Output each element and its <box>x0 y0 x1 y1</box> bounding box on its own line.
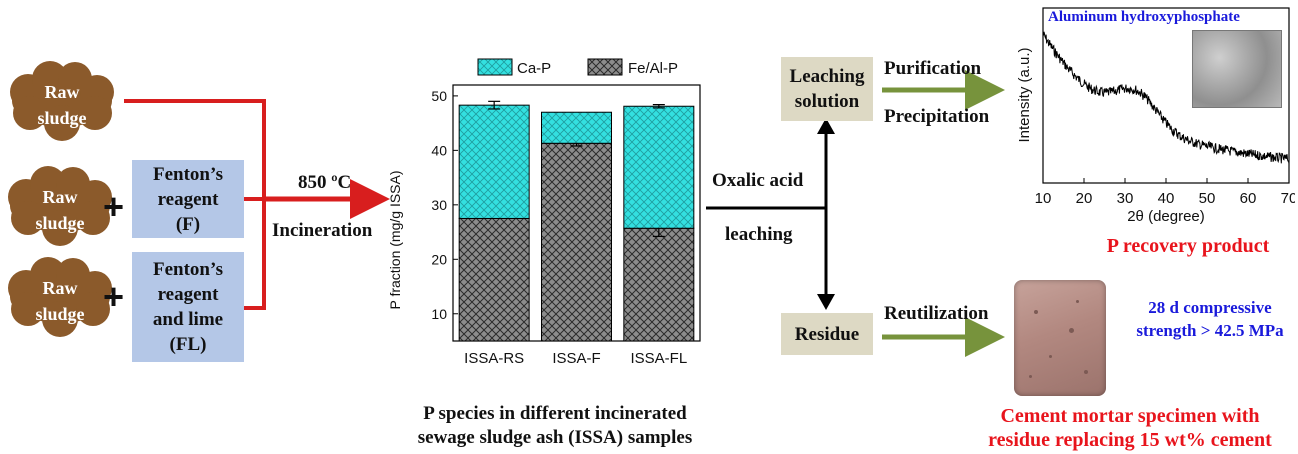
mortar-caption: Cement mortar specimen with residue repl… <box>988 405 1272 451</box>
y-tick-label: 40 <box>431 142 447 158</box>
x-tick-label: ISSA-RS <box>464 350 524 367</box>
legend-label-fe-al-p: Fe/Al-P <box>628 60 678 77</box>
compressive-strength-label: 28 d compressive strength > 42.5 MPa <box>1136 298 1284 340</box>
bar-cap-issa-fl <box>623 105 695 229</box>
mortar-specimen-image <box>1014 280 1106 396</box>
chart-ticks: 10 20 30 40 50 ISSA-RS ISSA-F ISSA-FL <box>431 88 687 367</box>
chart-caption: P species in different incinerated sewag… <box>417 403 693 448</box>
fenton-lime-box: Fenton’s reagent and lime (FL) <box>132 252 244 362</box>
y-tick-label: 10 <box>431 306 447 322</box>
xrd-x-tick-label: 40 <box>1158 190 1175 207</box>
x-tick-label: ISSA-FL <box>630 350 687 367</box>
bar-fealp-issa-rs <box>458 217 530 342</box>
xrd-x-tick-label: 30 <box>1117 190 1134 207</box>
oxalic-acid-label: Oxalic acid <box>712 170 804 191</box>
raw-sludge-label-3: Raw sludge <box>35 278 85 324</box>
residue-box: Residue <box>781 313 873 355</box>
xrd-ticks: 10 20 30 40 50 60 70 <box>1035 178 1295 207</box>
temperature-label: 850 ºC <box>298 172 352 193</box>
xrd-xlabel: 2θ (degree) <box>1127 208 1205 225</box>
y-tick-label: 20 <box>431 251 447 267</box>
bar-cap-issa-rs <box>458 104 530 219</box>
plus-sign-1: + <box>103 186 125 227</box>
leaching-solution-box: Leaching solution <box>781 57 873 121</box>
leaching-label: leaching <box>725 224 793 245</box>
legend-swatch-ca-p <box>477 58 513 76</box>
purification-label: Purification <box>884 58 982 79</box>
plus-sign-2: + <box>103 276 125 317</box>
chart-bars <box>458 100 695 342</box>
xrd-ylabel: Intensity (a.u.) <box>1016 47 1033 142</box>
xrd-x-tick-label: 10 <box>1035 190 1052 207</box>
xrd-x-tick-label: 70 <box>1281 190 1295 207</box>
precipitation-label: Precipitation <box>884 106 990 127</box>
legend-swatch-fe-al-p <box>587 58 623 76</box>
black-arrowhead-down <box>817 294 835 310</box>
aluminum-hydroxyphosphate-label: Aluminum hydroxyphosphate <box>1048 9 1240 25</box>
x-tick-label: ISSA-F <box>552 350 600 367</box>
sem-image <box>1192 30 1282 108</box>
p-fraction-chart: 10 20 30 40 50 ISSA-RS ISSA-F ISSA-FL Ca-P Fe/A… <box>387 58 701 367</box>
xrd-curve <box>1042 31 1290 164</box>
xrd-x-tick-label: 20 <box>1076 190 1093 207</box>
raw-sludge-label-2: Raw sludge <box>35 187 85 233</box>
p-recovery-product-label: P recovery product <box>1106 235 1270 257</box>
xrd-x-tick-label: 50 <box>1199 190 1216 207</box>
raw-sludge-label-1: Raw sludge <box>37 82 87 128</box>
bar-cap-issa-f <box>541 111 612 144</box>
sludge-clouds <box>8 61 114 337</box>
cloud-shape-3 <box>8 257 112 337</box>
cloud-shape-1 <box>10 61 114 141</box>
y-tick-label: 30 <box>431 197 447 213</box>
black-arrowhead-up <box>817 118 835 134</box>
y-tick-label: 50 <box>431 88 447 104</box>
bar-fealp-issa-f <box>541 142 612 342</box>
cloud-shape-2 <box>8 166 112 246</box>
bar-fealp-issa-fl <box>623 227 695 342</box>
chart-ylabel: P fraction (mg/g ISSA) <box>387 170 403 309</box>
reutilization-label: Reutilization <box>884 303 989 324</box>
fenton-reagent-box: Fenton’s reagent (F) <box>132 160 244 238</box>
xrd-x-tick-label: 60 <box>1240 190 1257 207</box>
legend-label-ca-p: Ca-P <box>517 60 551 77</box>
incineration-label: Incineration <box>272 220 373 241</box>
